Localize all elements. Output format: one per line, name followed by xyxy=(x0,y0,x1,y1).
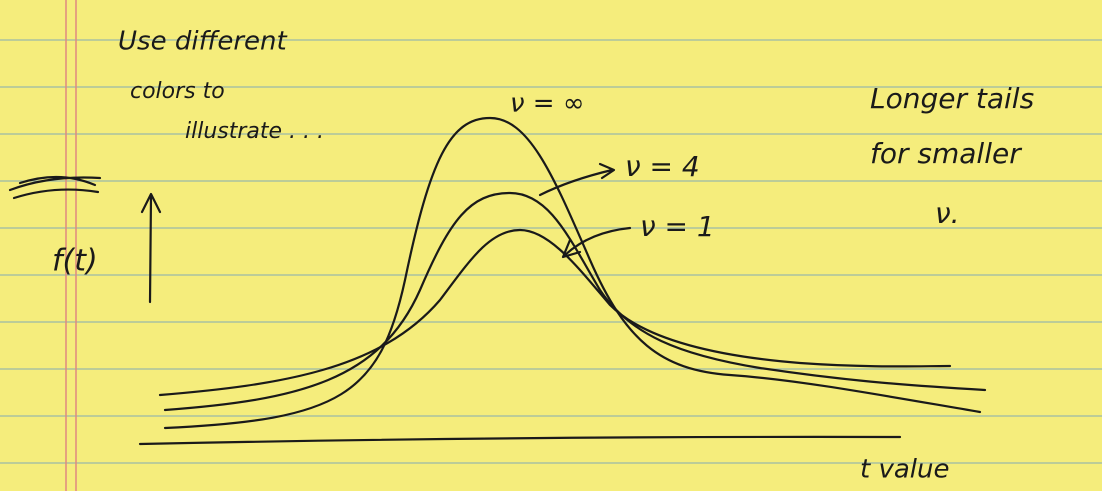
x-axis-label: t value xyxy=(860,455,949,485)
page: Use different colors to illustrate . . .… xyxy=(0,0,1102,491)
curve-label: ν = 1 xyxy=(640,210,715,243)
paper xyxy=(0,0,1102,491)
note-right: for smaller xyxy=(870,137,1022,170)
note-right: Longer tails xyxy=(870,82,1034,115)
note-left: illustrate . . . xyxy=(185,119,324,144)
note-right: ν. xyxy=(935,197,960,230)
notebook-page: Use different colors to illustrate . . .… xyxy=(0,0,1102,491)
note-left: colors to xyxy=(130,79,225,104)
curve-label: ν = 4 xyxy=(625,150,700,183)
curve-label: ν = ∞ xyxy=(510,89,585,119)
y-axis-label: f(t) xyxy=(52,244,98,279)
note-left: Use different xyxy=(118,27,287,57)
